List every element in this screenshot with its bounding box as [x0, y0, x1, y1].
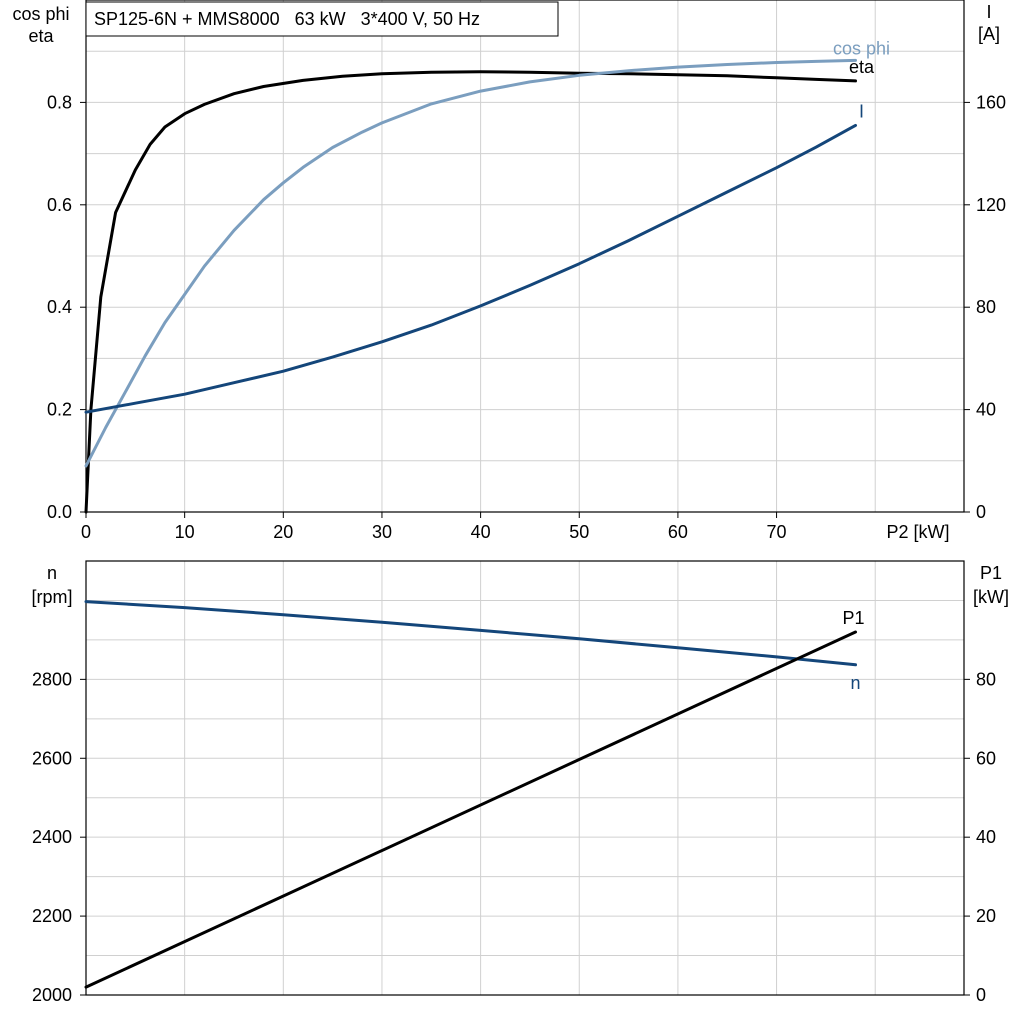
bottom-series-labels: n P1 — [842, 608, 864, 693]
x-tick-label: 50 — [569, 522, 589, 542]
chart-title: SP125-6N + MMS8000 63 kW 3*400 V, 50 Hz — [94, 9, 480, 29]
left-tick-label: 2200 — [32, 906, 72, 926]
right-tick-label: 80 — [976, 297, 996, 317]
left-tick-label: 0.0 — [47, 502, 72, 522]
top-chart-panel: 0.0 0.2 0.4 0.6 0.8 0 40 80 120 160 0 10 20 30 40 50 60 7… — [12, 0, 1006, 544]
top-gridlines — [86, 0, 964, 512]
left-tick-label: 0.2 — [47, 400, 72, 420]
series-line-n — [84, 600, 857, 667]
right-axis-label-i: I — [986, 2, 991, 22]
x-axis-label: P2 [kW] — [886, 522, 949, 542]
right-axis-label-unit-kw: [kW] — [973, 587, 1009, 607]
right-tick-label: 120 — [976, 195, 1006, 215]
left-tick-label: 2600 — [32, 748, 72, 768]
series-line-cos-phi — [84, 58, 857, 468]
series-line-p1 — [84, 630, 857, 989]
left-tick-label: 0.6 — [47, 195, 72, 215]
bottom-plot-frame — [85, 560, 965, 996]
right-tick-label: 80 — [976, 669, 996, 689]
series-label-n: n — [850, 673, 860, 693]
left-axis-label-unit-rpm: [rpm] — [31, 587, 72, 607]
bottom-tick-labels: 2000 2200 2400 2600 2800 0 20 40 60 80 — [32, 669, 996, 1005]
x-tick-label: 60 — [668, 522, 688, 542]
x-tick-label: 0 — [81, 522, 91, 542]
left-tick-label: 2000 — [32, 985, 72, 1005]
right-tick-label: 20 — [976, 906, 996, 926]
left-tick-label: 0.8 — [47, 92, 72, 112]
xlabel-background — [866, 514, 966, 544]
series-line-eta — [84, 70, 857, 514]
x-tick-label: 30 — [372, 522, 392, 542]
x-tick-label: 70 — [767, 522, 787, 542]
top-plot-frame — [85, 0, 965, 513]
top-series-lines — [84, 58, 857, 514]
series-label-p1: P1 — [842, 608, 864, 628]
right-tick-label: 0 — [976, 502, 986, 522]
x-tick-label: 40 — [471, 522, 491, 542]
left-axis-label-eta: eta — [28, 26, 54, 46]
bottom-chart-panel: 2000 2200 2400 2600 2800 0 20 40 60 80 n P1 n [rpm… — [31, 560, 1009, 1005]
series-label-eta: eta — [849, 57, 875, 77]
right-tick-label: 40 — [976, 400, 996, 420]
series-line-i — [84, 123, 857, 414]
right-tick-label: 60 — [976, 748, 996, 768]
series-label-cos-phi: cos phi — [833, 38, 890, 58]
left-axis-label-cosphi: cos phi — [12, 4, 69, 24]
bottom-gridlines — [86, 561, 964, 995]
right-tick-label: 160 — [976, 92, 1006, 112]
x-tick-label: 10 — [175, 522, 195, 542]
x-tick-label: 20 — [273, 522, 293, 542]
left-axis-label-n: n — [47, 563, 57, 583]
left-tick-label: 2800 — [32, 669, 72, 689]
series-label-i: I — [859, 101, 864, 121]
right-tick-label: 40 — [976, 827, 996, 847]
bottom-series-lines — [84, 600, 857, 989]
title-box — [85, 1, 559, 37]
right-axis-label-unit-a: [A] — [978, 24, 1000, 44]
right-tick-label: 0 — [976, 985, 986, 1005]
top-tick-labels: 0.0 0.2 0.4 0.6 0.8 0 40 80 120 160 0 10 20 30 40 50 60 7… — [47, 92, 1006, 542]
right-axis-label-p1: P1 — [980, 563, 1002, 583]
left-tick-label: 2400 — [32, 827, 72, 847]
left-tick-label: 0.4 — [47, 297, 72, 317]
